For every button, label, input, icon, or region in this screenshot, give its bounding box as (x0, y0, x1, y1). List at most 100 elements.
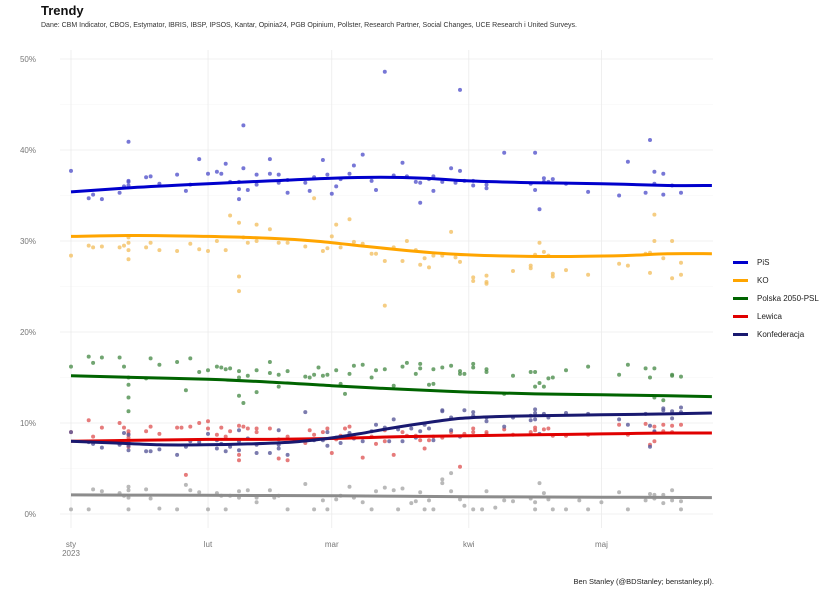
poll-point (343, 426, 347, 431)
poll-point (267, 171, 272, 176)
poll-point (126, 495, 131, 500)
poll-point (144, 175, 149, 180)
poll-point (679, 272, 683, 277)
poll-point (648, 423, 652, 428)
poll-point (307, 428, 312, 433)
poll-point (480, 507, 485, 512)
poll-point (197, 247, 202, 252)
poll-point (237, 289, 241, 294)
poll-point (69, 253, 73, 258)
poll-point (550, 507, 555, 512)
poll-point (237, 458, 241, 463)
x-tick-sublabel: 2023 (62, 549, 80, 558)
poll-point (254, 451, 259, 455)
poll-point (404, 360, 409, 365)
poll-point (334, 184, 339, 189)
poll-point (648, 138, 652, 142)
poll-point (391, 383, 396, 388)
poll-point (223, 367, 228, 372)
poll-point (329, 451, 334, 455)
poll-point (312, 372, 317, 377)
poll-point (599, 500, 604, 505)
poll-point (148, 424, 153, 429)
poll-point (219, 425, 224, 430)
poll-point (440, 365, 445, 370)
poll-point (148, 496, 153, 501)
poll-point (458, 371, 462, 376)
poll-point (241, 166, 246, 171)
poll-point (617, 417, 622, 422)
poll-point (276, 446, 281, 451)
poll-point (625, 263, 630, 268)
poll-point (276, 428, 281, 433)
poll-point (320, 158, 325, 162)
poll-point (413, 179, 418, 184)
poll-point (502, 427, 507, 432)
poll-point (374, 368, 378, 373)
poll-point (533, 500, 538, 505)
poll-point (625, 507, 630, 512)
poll-point (511, 269, 515, 273)
poll-point (652, 212, 657, 217)
poll-point (254, 182, 259, 187)
poll-point (471, 430, 476, 435)
poll-point (351, 163, 356, 168)
poll-point (427, 438, 431, 443)
x-tick-label: kwi (463, 540, 475, 549)
poll-point (422, 256, 427, 261)
poll-point (502, 150, 507, 155)
poll-point (382, 69, 387, 74)
poll-point (511, 373, 515, 378)
poll-point (267, 451, 272, 455)
poll-point (157, 431, 162, 436)
poll-point (537, 381, 542, 385)
legend-label: PiS (757, 257, 770, 267)
trend-lines (70, 175, 712, 500)
poll-point (625, 159, 630, 164)
poll-point (69, 507, 73, 512)
poll-point (148, 240, 153, 245)
legend-item: KO (733, 271, 819, 289)
poll-point (126, 240, 131, 245)
legend: PiS KO Polska 2050-PSL Lewica Konfederacja (733, 253, 819, 343)
poll-point (99, 425, 104, 430)
poll-point (550, 274, 555, 279)
poll-point (391, 488, 396, 493)
poll-point (440, 481, 445, 486)
poll-point (122, 243, 126, 248)
x-tick-label: lut (204, 540, 213, 549)
poll-point (546, 426, 551, 431)
poll-point (197, 157, 202, 162)
poll-point (347, 484, 352, 489)
poll-point (360, 362, 365, 367)
poll-point (648, 444, 652, 449)
poll-point (374, 441, 378, 446)
poll-point (325, 372, 330, 377)
poll-point (188, 488, 193, 493)
poll-point (374, 489, 378, 494)
poll-point (493, 505, 498, 510)
poll-point (533, 417, 538, 422)
x-tick-label: maj (595, 540, 608, 549)
poll-point (617, 261, 622, 266)
poll-point (648, 492, 652, 496)
poll-point (144, 449, 149, 454)
poll-point (197, 421, 202, 425)
poll-point (670, 423, 675, 428)
poll-point (679, 374, 683, 379)
poll-point (276, 172, 281, 177)
poll-point (418, 490, 423, 495)
poll-point (617, 372, 622, 377)
poll-point (471, 279, 476, 283)
poll-point (241, 424, 246, 429)
poll-point (431, 188, 436, 193)
poll-point (343, 391, 347, 396)
poll-point (223, 434, 228, 439)
poll-point (484, 489, 489, 494)
poll-point (400, 160, 405, 165)
poll-point (661, 256, 666, 261)
poll-point (276, 456, 281, 461)
legend-label: Polska 2050-PSL (757, 293, 819, 303)
poll-point (117, 355, 122, 360)
poll-point (652, 169, 657, 174)
